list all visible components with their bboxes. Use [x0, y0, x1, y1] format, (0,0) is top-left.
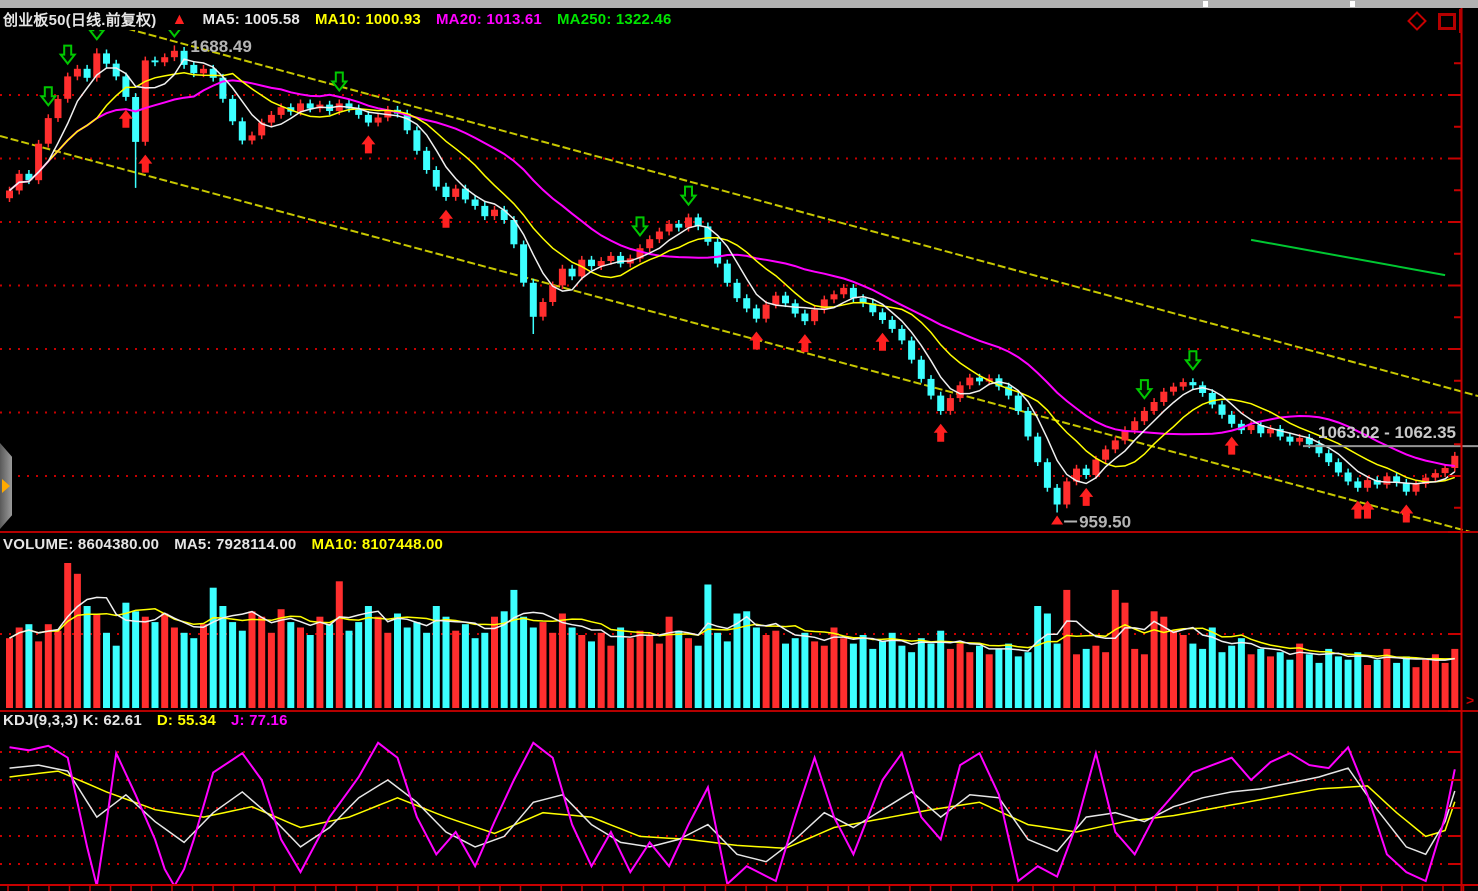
volume-expand-icon[interactable]: >: [1466, 692, 1474, 708]
right-price-axis: [1448, 8, 1463, 891]
buy-signal-arrows: [118, 109, 1414, 523]
diamond-icon[interactable]: [1407, 11, 1427, 31]
header-icons: [1407, 9, 1462, 33]
kdj-panel[interactable]: [9, 741, 1456, 886]
window-box-icon: [1438, 12, 1456, 30]
ma5-value: MA5: 1005.58: [202, 11, 300, 28]
volume-panel[interactable]: [6, 563, 1459, 709]
low-marker-icon: [1051, 515, 1064, 525]
expand-arrow-icon: [2, 479, 10, 493]
panel-expand-handle[interactable]: [0, 443, 12, 529]
volume-value: VOLUME: 8604380.00: [3, 536, 160, 553]
trendline[interactable]: [0, 135, 1478, 534]
symbol-title: 创业板50(日线.前复权): [3, 12, 157, 29]
volume-header: VOLUME: 8604380.00 MA5: 7928114.00 MA10:…: [3, 536, 443, 553]
strip-mark: [1203, 1, 1208, 7]
volume-ma10-value: MA10: 8107448.00: [311, 536, 444, 553]
up-arrow-icon: ▲: [171, 10, 188, 28]
ma20-value: MA20: 1013.61: [435, 11, 542, 28]
kdj-header: KDJ(9,3,3) K: 62.61 D: 55.34 J: 77.16: [3, 712, 288, 729]
high-price-label: 1688.49: [190, 37, 251, 56]
main-price-panel[interactable]: 1688.49 959.50 1063.02 - 1062.35: [0, 0, 1478, 534]
low-price-label: 959.50: [1079, 513, 1131, 532]
gridlines: [0, 94, 1462, 865]
volume-ma5-value: MA5: 7928114.00: [174, 536, 297, 553]
window-bar-icon: [1459, 9, 1462, 33]
window-restore-icon[interactable]: [1438, 9, 1462, 33]
volume-bars: [6, 563, 1459, 709]
kdj-d-value: D: 55.34: [156, 712, 216, 729]
kdj-j-value: J: 77.16: [231, 712, 288, 729]
kdj-k-value: KDJ(9,3,3) K: 62.61: [3, 712, 142, 729]
ma10-value: MA10: 1000.93: [314, 11, 421, 28]
window-top-strip: [0, 0, 1478, 8]
ma250-value: MA250: 1322.46: [556, 11, 672, 28]
sell-signal-arrows: [39, 30, 1202, 400]
ma250-line: [1250, 238, 1446, 277]
bottom-time-axis: [0, 884, 1478, 891]
price-line-label: 1063.02 - 1062.35: [1318, 423, 1456, 442]
trendline[interactable]: [0, 0, 1478, 397]
strip-mark: [1350, 1, 1355, 7]
candlesticks: [6, 45, 1459, 513]
panel-dividers: [0, 531, 1478, 712]
main-chart-header: 创业板50(日线.前复权) ▲ MA5: 1005.58 MA10: 1000.…: [3, 9, 672, 30]
